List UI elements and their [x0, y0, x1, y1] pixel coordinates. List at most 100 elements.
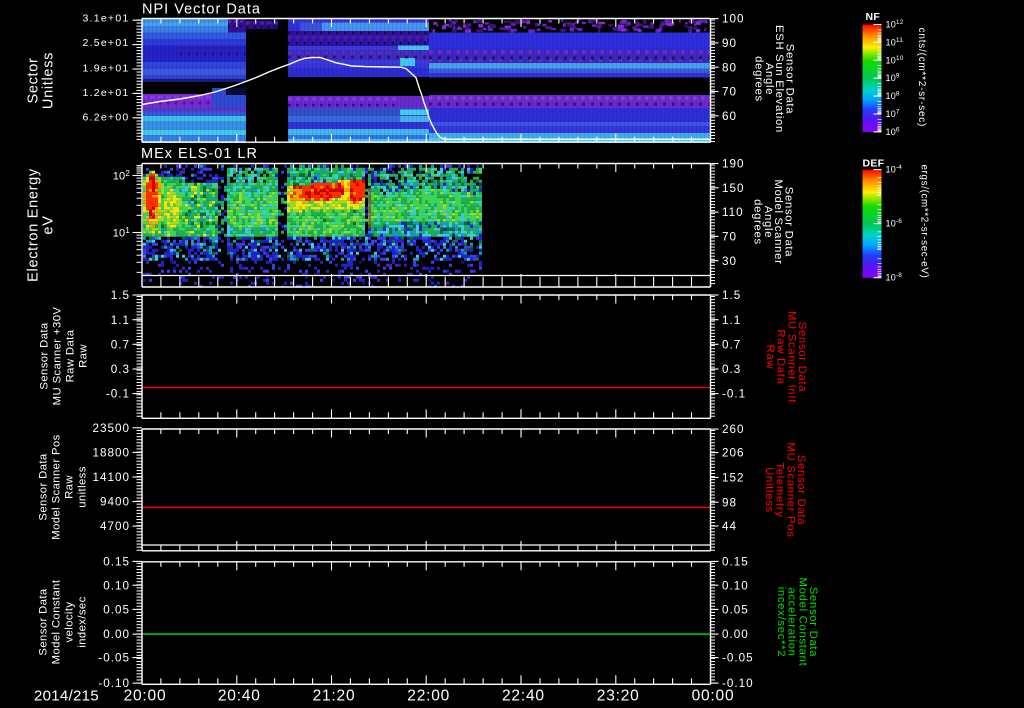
svg-text:acceleration: acceleration	[786, 587, 798, 656]
svg-text:0.05: 0.05	[722, 604, 749, 617]
svg-text:20:00: 20:00	[124, 688, 167, 705]
svg-text:20:40: 20:40	[218, 688, 261, 705]
svg-text:-0.05: -0.05	[98, 652, 130, 665]
svg-text:MU Scanner Pos: MU Scanner Pos	[784, 442, 796, 537]
svg-text:index/sec: index/sec	[77, 596, 89, 647]
svg-text:MU Scanner +30V: MU Scanner +30V	[52, 307, 64, 406]
svg-text:Unitless: Unitless	[41, 52, 57, 109]
svg-text:0.15: 0.15	[722, 556, 749, 569]
svg-text:-0.10: -0.10	[722, 677, 754, 690]
svg-text:Sensor Data: Sensor Data	[807, 587, 819, 658]
svg-text:98: 98	[722, 496, 737, 509]
svg-text:9400: 9400	[100, 496, 130, 509]
svg-text:0.7: 0.7	[111, 338, 130, 351]
svg-text:70: 70	[722, 86, 737, 99]
svg-text:106: 106	[886, 126, 900, 137]
svg-text:NF: NF	[866, 11, 881, 23]
svg-text:14100: 14100	[92, 471, 130, 484]
svg-text:30: 30	[722, 255, 737, 268]
svg-text:Model Constant: Model Constant	[51, 579, 63, 664]
svg-text:60: 60	[722, 110, 737, 123]
svg-text:MU Scanner InIt: MU Scanner InIt	[785, 311, 797, 403]
svg-text:ESH Sun Elevation: ESH Sun Elevation	[773, 25, 785, 133]
svg-text:Sensor Data: Sensor Data	[38, 588, 50, 656]
svg-text:1.5: 1.5	[722, 289, 741, 302]
svg-text:NPI Vector Data: NPI Vector Data	[142, 2, 261, 18]
svg-text:DEF: DEF	[863, 158, 885, 170]
svg-text:0.00: 0.00	[722, 628, 749, 641]
svg-text:00:00: 00:00	[692, 688, 735, 705]
svg-text:21:20: 21:20	[313, 688, 356, 705]
svg-text:2014/215: 2014/215	[34, 688, 99, 705]
svg-text:110: 110	[722, 206, 744, 219]
svg-text:1012: 1012	[886, 19, 904, 30]
svg-text:1.1: 1.1	[111, 314, 130, 327]
svg-text:MEx ELS-01 LR: MEx ELS-01 LR	[141, 146, 258, 162]
svg-text:10-8: 10-8	[886, 272, 903, 283]
svg-text:Angle: Angle	[762, 206, 774, 238]
svg-text:150: 150	[722, 182, 745, 195]
svg-text:0.3: 0.3	[722, 363, 741, 376]
svg-text:22:00: 22:00	[407, 688, 450, 705]
svg-text:0.3: 0.3	[111, 363, 130, 376]
svg-text:Telemetry: Telemetry	[774, 462, 786, 517]
svg-text:Sensor Data: Sensor Data	[39, 322, 51, 390]
svg-text:152: 152	[722, 472, 745, 485]
svg-text:2.5e+01: 2.5e+01	[83, 37, 130, 49]
svg-text:1011: 1011	[886, 37, 904, 48]
svg-text:Raw Data: Raw Data	[65, 329, 77, 382]
svg-text:18800: 18800	[92, 447, 130, 460]
svg-text:80: 80	[722, 61, 737, 74]
svg-text:23500: 23500	[92, 422, 130, 435]
svg-text:Model Constant: Model Constant	[796, 578, 808, 667]
svg-text:-0.1: -0.1	[722, 388, 746, 401]
svg-text:6.2e+00: 6.2e+00	[83, 111, 130, 123]
svg-text:0.10: 0.10	[103, 579, 130, 592]
svg-text:108: 108	[886, 91, 900, 102]
svg-text:1.2e+01: 1.2e+01	[83, 87, 130, 99]
svg-text:0.7: 0.7	[722, 338, 741, 351]
svg-text:109: 109	[886, 73, 900, 84]
svg-text:260: 260	[722, 423, 745, 436]
svg-text:44: 44	[722, 520, 737, 533]
svg-text:degrees: degrees	[752, 199, 764, 245]
svg-text:Raw: Raw	[78, 344, 90, 368]
svg-text:4700: 4700	[100, 520, 130, 533]
svg-text:eV: eV	[41, 215, 57, 234]
svg-text:degrees: degrees	[753, 56, 765, 102]
svg-text:3.1e+01: 3.1e+01	[83, 13, 130, 25]
svg-text:70: 70	[722, 231, 737, 244]
svg-text:Raw: Raw	[764, 345, 776, 370]
svg-text:Model Scanner Pos: Model Scanner Pos	[51, 434, 63, 539]
svg-text:Raw: Raw	[64, 475, 76, 499]
svg-text:-0.1: -0.1	[106, 388, 130, 401]
svg-text:0.05: 0.05	[103, 604, 130, 617]
svg-text:Sector: Sector	[26, 57, 42, 103]
svg-text:cnts/(cm**2-sr-sec): cnts/(cm**2-sr-sec)	[916, 28, 927, 127]
svg-text:Unitless: Unitless	[763, 467, 775, 513]
svg-text:Sensor Data: Sensor Data	[783, 187, 795, 258]
svg-text:Sensor Data: Sensor Data	[796, 322, 808, 393]
svg-text:1010: 1010	[886, 55, 904, 66]
svg-text:Angle: Angle	[763, 63, 775, 95]
svg-text:unitless: unitless	[77, 466, 89, 508]
svg-text:0.10: 0.10	[722, 579, 749, 592]
svg-text:206: 206	[722, 447, 745, 460]
svg-text:incex/sec**2: incex/sec**2	[775, 587, 787, 658]
svg-text:Model Scanner: Model Scanner	[772, 179, 784, 264]
svg-text:-0.05: -0.05	[722, 652, 754, 665]
svg-text:Sensor Data: Sensor Data	[795, 455, 807, 526]
svg-text:0.00: 0.00	[103, 628, 130, 641]
svg-text:22:40: 22:40	[502, 688, 545, 705]
svg-text:100: 100	[722, 13, 745, 26]
svg-text:Sensor Data: Sensor Data	[784, 44, 796, 115]
svg-text:1.9e+01: 1.9e+01	[83, 62, 130, 74]
svg-text:190: 190	[722, 158, 745, 171]
svg-text:107: 107	[886, 109, 900, 120]
svg-text:10-6: 10-6	[886, 218, 903, 229]
svg-text:0.15: 0.15	[103, 556, 130, 569]
svg-text:10-4: 10-4	[886, 164, 903, 175]
svg-text:Raw Data: Raw Data	[775, 329, 787, 384]
svg-text:ergs/(cm**2-sr-sec-eV): ergs/(cm**2-sr-sec-eV)	[918, 165, 929, 279]
svg-text:23:20: 23:20	[597, 688, 640, 705]
